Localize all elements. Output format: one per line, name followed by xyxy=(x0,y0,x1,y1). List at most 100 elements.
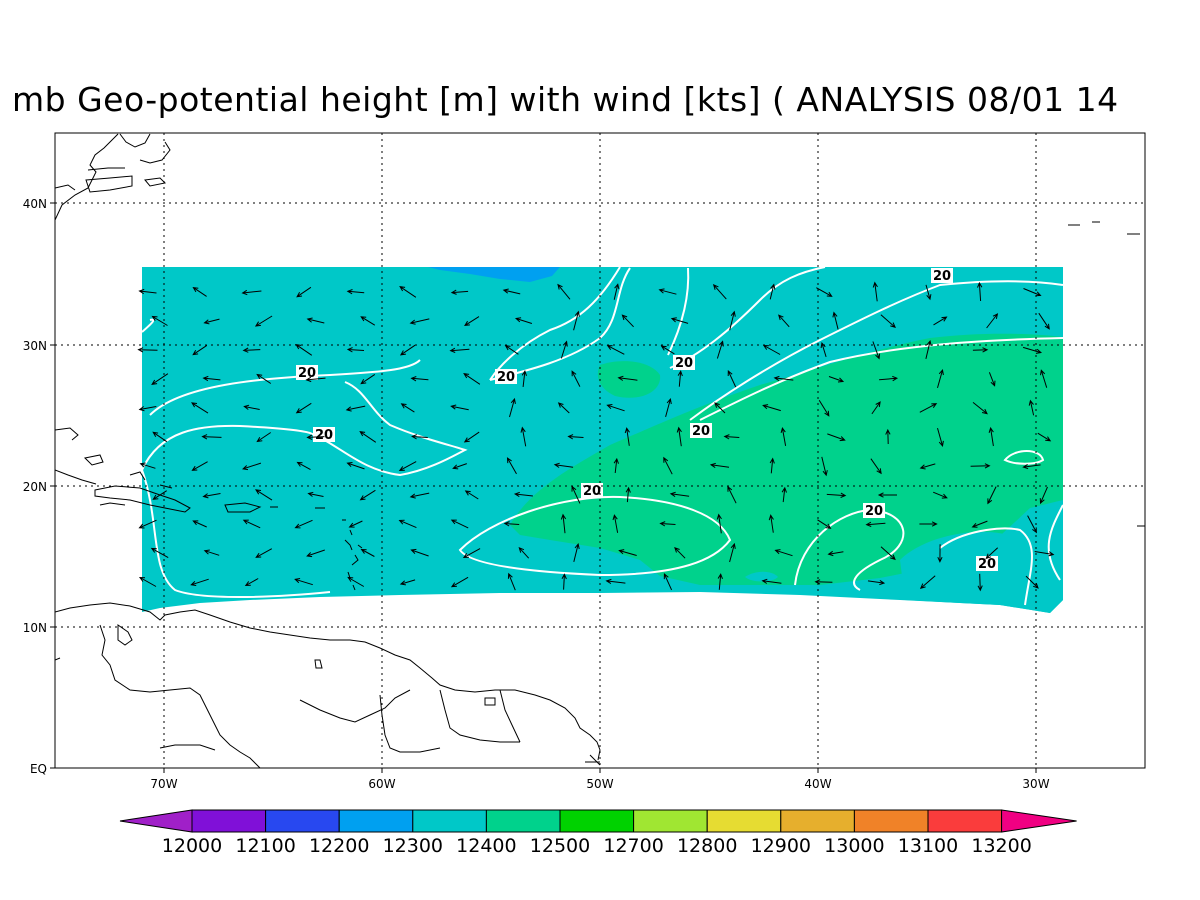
lon-tick-label: 70W xyxy=(150,777,177,791)
wind-arrow xyxy=(295,402,312,414)
wind-arrow xyxy=(761,578,782,584)
wind-arrow xyxy=(1025,575,1039,589)
wind-arrow xyxy=(937,369,944,389)
wind-arrow xyxy=(977,573,983,592)
wind-arrow xyxy=(827,433,846,442)
wind-arrow xyxy=(241,289,262,296)
wind-arrow xyxy=(919,575,936,589)
wind-arrow xyxy=(573,542,580,563)
wind-arrow xyxy=(560,340,568,359)
wind-arrow xyxy=(520,426,527,447)
wind-arrow xyxy=(827,550,844,557)
wind-arrow xyxy=(138,519,157,529)
wind-arrow xyxy=(723,434,740,440)
wind-arrow xyxy=(769,457,775,474)
wind-arrow xyxy=(242,462,262,471)
graticule xyxy=(55,133,1145,768)
wind-arrow xyxy=(612,514,619,533)
wind-arrow xyxy=(778,314,790,328)
wind-arrow xyxy=(774,549,793,557)
wind-arrow xyxy=(617,375,638,381)
map-title: mb Geo-potential height [m] with wind [k… xyxy=(12,80,1119,119)
wind-arrow xyxy=(1022,463,1041,470)
wind-arrow xyxy=(818,399,830,417)
wind-arrow xyxy=(571,370,581,387)
wind-arrow xyxy=(255,489,273,501)
wind-arrow xyxy=(507,572,516,591)
wind-arrow xyxy=(152,490,167,500)
wind-arrow xyxy=(880,314,896,328)
wind-arrow xyxy=(1039,486,1048,505)
colorbar-arrow-low xyxy=(119,809,193,833)
wind-arrow xyxy=(972,347,989,353)
wind-arrow xyxy=(709,462,730,469)
wind-arrow xyxy=(150,547,169,559)
wind-arrow xyxy=(613,457,619,474)
wind-arrow xyxy=(502,288,521,295)
wind-arrow xyxy=(400,403,415,413)
lat-tick-label: 40N xyxy=(23,197,47,211)
contour-label: 20 xyxy=(315,428,333,443)
wind-arrow xyxy=(919,463,936,470)
lat-tick-label: 30N xyxy=(23,339,47,353)
wind-arrow xyxy=(242,519,261,529)
wind-arrow xyxy=(988,372,996,387)
colorbar-swatch xyxy=(927,809,1003,833)
wind-arrow xyxy=(307,491,324,497)
wind-arrow xyxy=(665,397,672,418)
wind-arrow xyxy=(463,373,481,385)
wind-arrow xyxy=(669,491,690,498)
wind-arrow xyxy=(828,376,845,383)
wind-arrow xyxy=(359,431,377,443)
colorbar-swatch xyxy=(633,809,708,833)
wind-arrow xyxy=(463,431,480,443)
wind-arrow xyxy=(137,347,158,353)
wind-arrow xyxy=(202,493,221,499)
wind-arrow xyxy=(867,579,886,586)
wind-arrow xyxy=(872,281,878,302)
wind-arrow xyxy=(346,347,365,353)
wind-arrow xyxy=(360,548,375,557)
wind-arrow xyxy=(659,521,676,527)
wind-arrow xyxy=(399,344,416,356)
wind-arrow xyxy=(773,375,794,382)
wind-arrow xyxy=(306,317,325,324)
colorbar-label: 12300 xyxy=(383,835,443,857)
wind-arrow xyxy=(553,462,574,468)
wind-arrow xyxy=(560,513,567,534)
wind-arrow xyxy=(986,313,999,329)
wind-arrow xyxy=(970,463,991,469)
wind-arrow xyxy=(769,283,776,300)
wind-arrow xyxy=(727,485,737,504)
wind-arrow xyxy=(192,344,208,356)
wind-arrow xyxy=(561,573,567,590)
wind-arrow xyxy=(410,376,429,382)
wind-arrow xyxy=(865,521,886,527)
colorbar-swatch xyxy=(338,809,414,833)
wind-arrow xyxy=(450,576,469,588)
wind-arrow xyxy=(613,283,620,300)
wind-arrow xyxy=(985,547,999,560)
wind-arrow xyxy=(346,462,365,470)
colorbar-arrow-high xyxy=(1001,809,1077,833)
lon-tick-label: 40W xyxy=(804,777,831,791)
wind-arrow xyxy=(398,461,417,471)
wind-arrow xyxy=(567,434,584,440)
wind-arrow xyxy=(151,315,168,326)
wind-arrow xyxy=(360,373,376,385)
wind-arrow xyxy=(780,426,787,446)
wind-arrow xyxy=(768,514,774,533)
wind-arrow xyxy=(658,288,677,295)
wind-arrow xyxy=(191,461,208,471)
wind-arrow xyxy=(826,492,847,498)
colorbar-swatch xyxy=(265,809,340,833)
wind-arrow xyxy=(1028,399,1035,416)
wind-arrow xyxy=(514,317,533,324)
wind-arrow xyxy=(399,579,416,586)
wind-arrow xyxy=(409,492,430,499)
teal-hole-small xyxy=(745,571,778,582)
colorbar-swatch xyxy=(485,809,561,833)
wind-arrow xyxy=(504,345,519,355)
wind-arrow xyxy=(571,485,581,504)
